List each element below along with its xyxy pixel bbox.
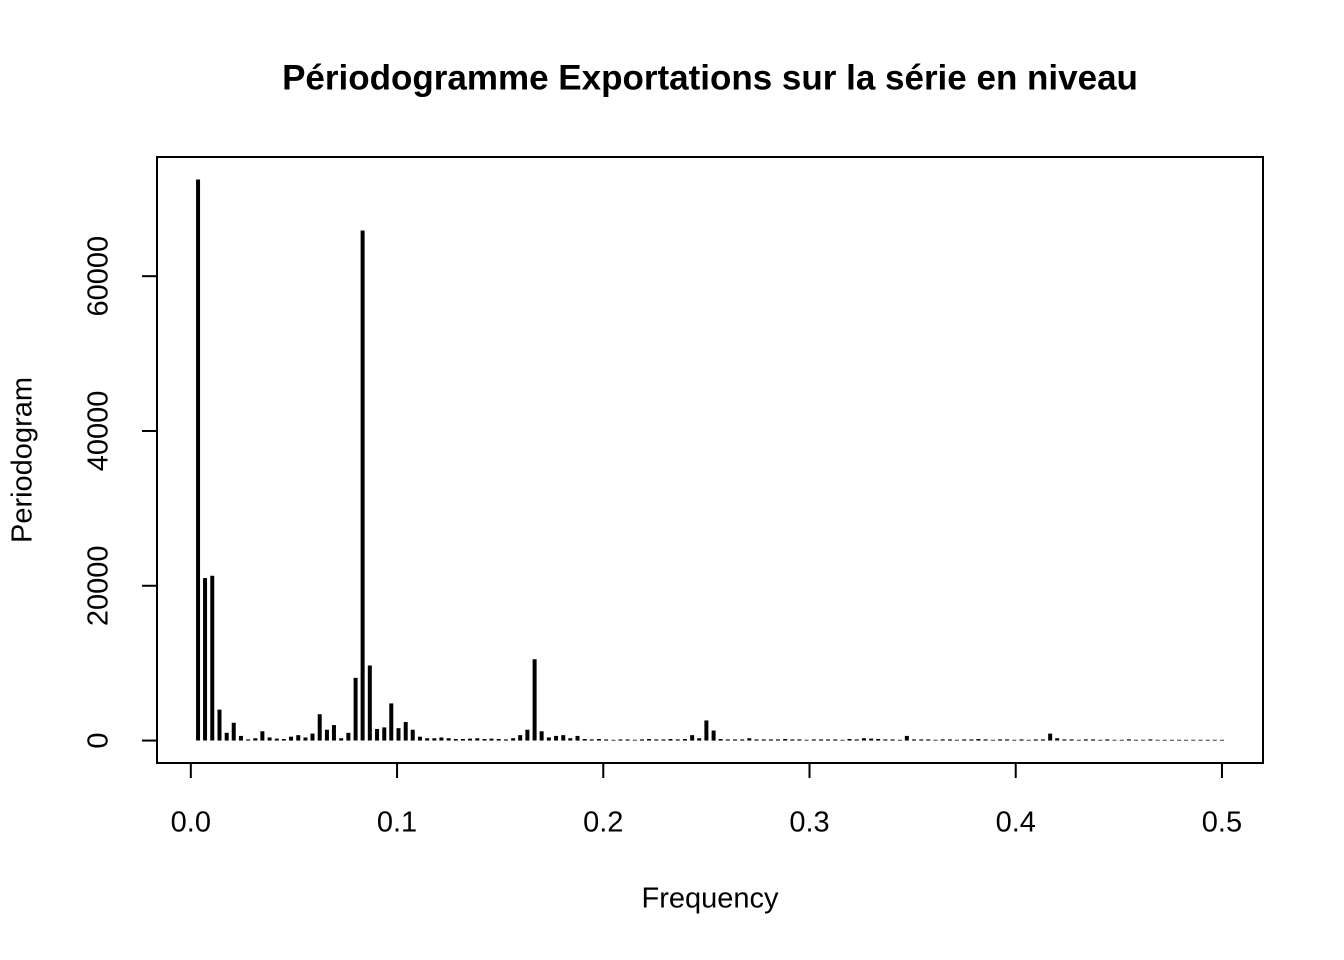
y-tick-label: 20000 bbox=[83, 545, 115, 626]
y-tick-label: 0 bbox=[83, 732, 115, 748]
x-tick-label: 0.0 bbox=[171, 807, 211, 839]
x-tick-label: 0.1 bbox=[377, 807, 417, 839]
chart-title: Périodogramme Exportations sur la série … bbox=[282, 58, 1138, 97]
plot-frame bbox=[156, 156, 1264, 764]
x-tick-label: 0.4 bbox=[996, 807, 1036, 839]
y-tick-label: 40000 bbox=[83, 391, 115, 472]
y-tick-label: 60000 bbox=[83, 236, 115, 317]
x-tick-label: 0.3 bbox=[789, 807, 829, 839]
x-axis-label: Frequency bbox=[641, 883, 779, 915]
x-tick-label: 0.2 bbox=[583, 807, 623, 839]
y-axis-label: Periodogram bbox=[7, 377, 39, 543]
x-tick-label: 0.5 bbox=[1202, 807, 1242, 839]
